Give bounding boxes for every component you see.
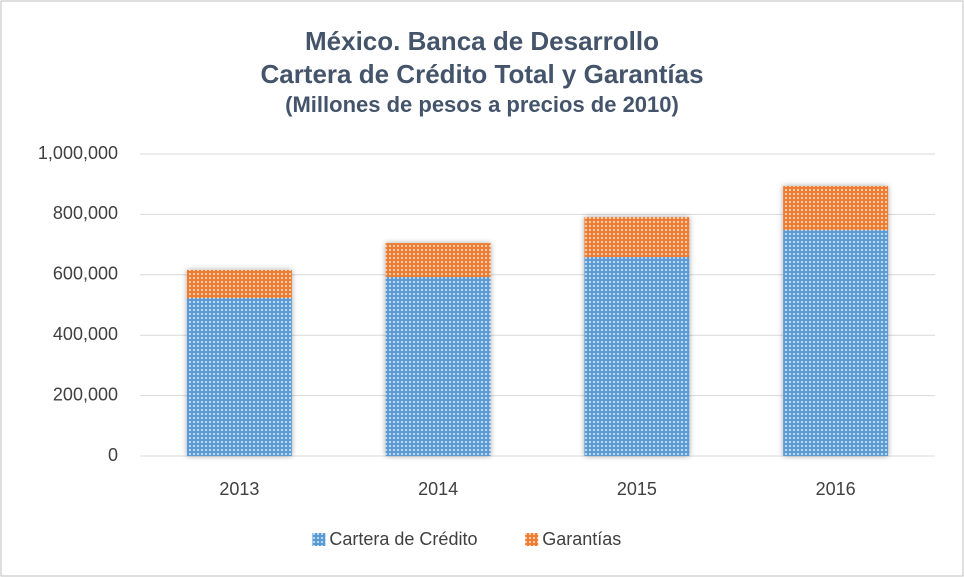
legend-label: Cartera de Crédito: [329, 529, 477, 549]
y-tick-label: 200,000: [53, 384, 118, 404]
chart-subtitle: (Millones de pesos a precios de 2010): [285, 92, 679, 117]
bar-stack: [783, 186, 889, 456]
bar-segment: [584, 217, 690, 257]
bar-segment: [186, 298, 292, 456]
x-tick-label: 2015: [617, 479, 657, 499]
y-tick-label: 800,000: [53, 203, 118, 223]
bar-segment: [385, 243, 491, 277]
bar-segment: [783, 186, 889, 231]
bar-segment: [186, 269, 292, 299]
x-tick-label: 2014: [418, 479, 458, 499]
chart-title: Cartera de Crédito Total y Garantías: [260, 59, 703, 89]
bar-stack: [385, 243, 491, 456]
chart-title: México. Banca de Desarrollo: [305, 26, 659, 56]
y-tick-label: 400,000: [53, 324, 118, 344]
bar-segment: [385, 276, 491, 456]
y-tick-label: 0: [108, 445, 118, 465]
bar-stack: [584, 217, 690, 456]
legend-swatch: [312, 533, 326, 546]
bar-segment: [584, 256, 690, 456]
legend-swatch: [525, 533, 539, 546]
bar-stack: [186, 269, 292, 456]
x-tick-label: 2016: [816, 479, 856, 499]
x-tick-label: 2013: [219, 479, 259, 499]
y-tick-label: 600,000: [53, 264, 118, 284]
y-tick-label: 1,000,000: [38, 143, 118, 163]
bar-segment: [783, 230, 889, 456]
legend-label: Garantías: [542, 529, 621, 549]
